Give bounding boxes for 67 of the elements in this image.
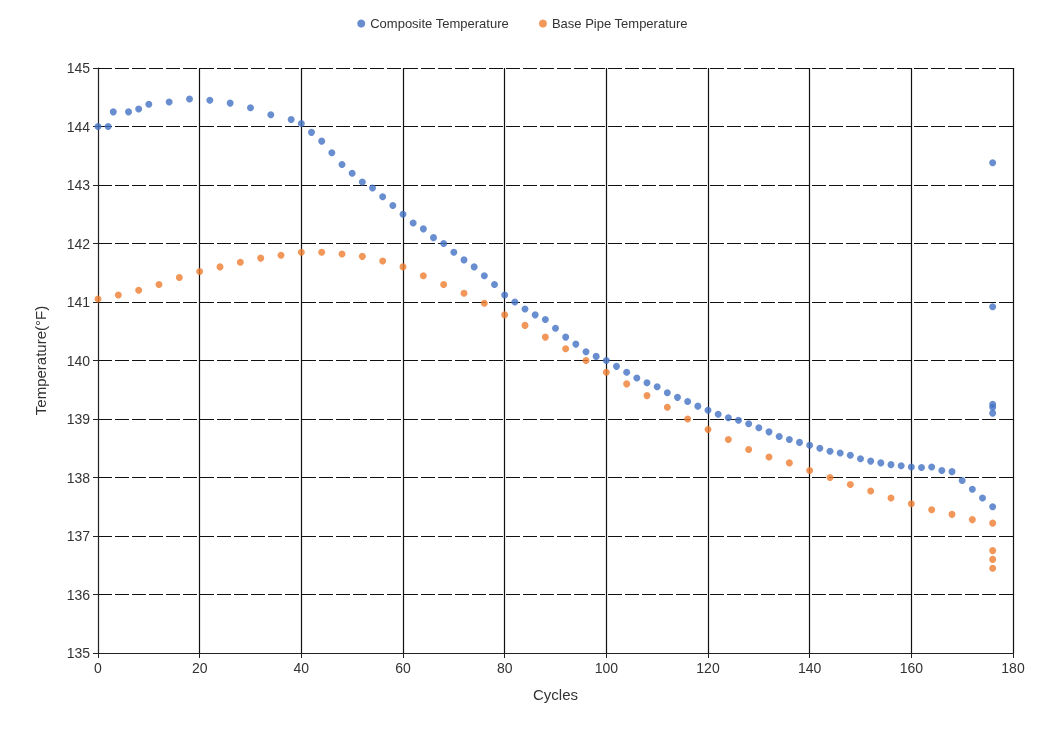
point [867,487,875,495]
point [297,248,305,256]
point [907,500,915,508]
point [236,258,244,266]
point [582,357,590,364]
point [257,254,265,262]
point [135,286,143,294]
legend-label: Base Pipe Temperature [551,16,688,31]
point [318,248,326,256]
point [175,273,183,281]
x-tick-label: 0 [94,660,103,676]
point [928,506,936,514]
point [501,311,509,319]
point [785,459,793,467]
x-tick-label: 20 [191,660,208,676]
point [663,403,671,411]
point [846,481,854,489]
y-tick-label: 141 [66,294,91,310]
point [379,257,387,265]
point [724,435,732,443]
point [440,280,448,288]
point [277,251,285,259]
point [460,289,468,297]
x-tick-label: 80 [496,660,513,676]
point [948,510,956,518]
y-tick-label: 140 [66,352,91,369]
point [358,252,366,260]
point [684,415,692,423]
y-tick-label: 138 [66,469,91,486]
y-tick-label: 143 [66,177,91,193]
y-tick-label: 145 [66,60,91,76]
x-tick-label: 180 [1001,660,1025,676]
y-tick-label: 136 [66,586,91,603]
x-tick-label: 60 [395,660,411,676]
x-tick-label: 120 [696,660,720,676]
point [704,426,712,434]
point [114,291,122,299]
y-tick-label: 135 [66,645,91,661]
point [562,345,570,353]
y-tick-label: 144 [66,118,91,135]
point [602,368,610,376]
x-tick-label: 140 [797,660,822,676]
point [989,564,997,572]
point [989,519,997,527]
point [541,333,549,341]
point [419,272,427,280]
point [480,299,488,307]
x-tick-label: 160 [899,660,924,676]
point [968,516,976,524]
legend-label: Composite Temperature [370,16,509,31]
point [806,466,814,474]
point [643,392,651,400]
y-tick-label: 142 [66,235,91,252]
point [826,474,834,481]
y-axis-title: Temperature(°F) [32,305,49,416]
point [989,547,997,555]
point [521,321,529,329]
y-tick-label: 137 [66,528,91,544]
x-tick-label: 100 [594,660,619,676]
point [989,555,997,563]
point [623,380,631,388]
point [745,445,753,453]
x-tick-label: 40 [293,660,310,676]
point [196,268,204,276]
y-tick-label: 139 [66,411,91,427]
point [155,280,163,288]
x-axis-title: Cycles [532,686,579,703]
